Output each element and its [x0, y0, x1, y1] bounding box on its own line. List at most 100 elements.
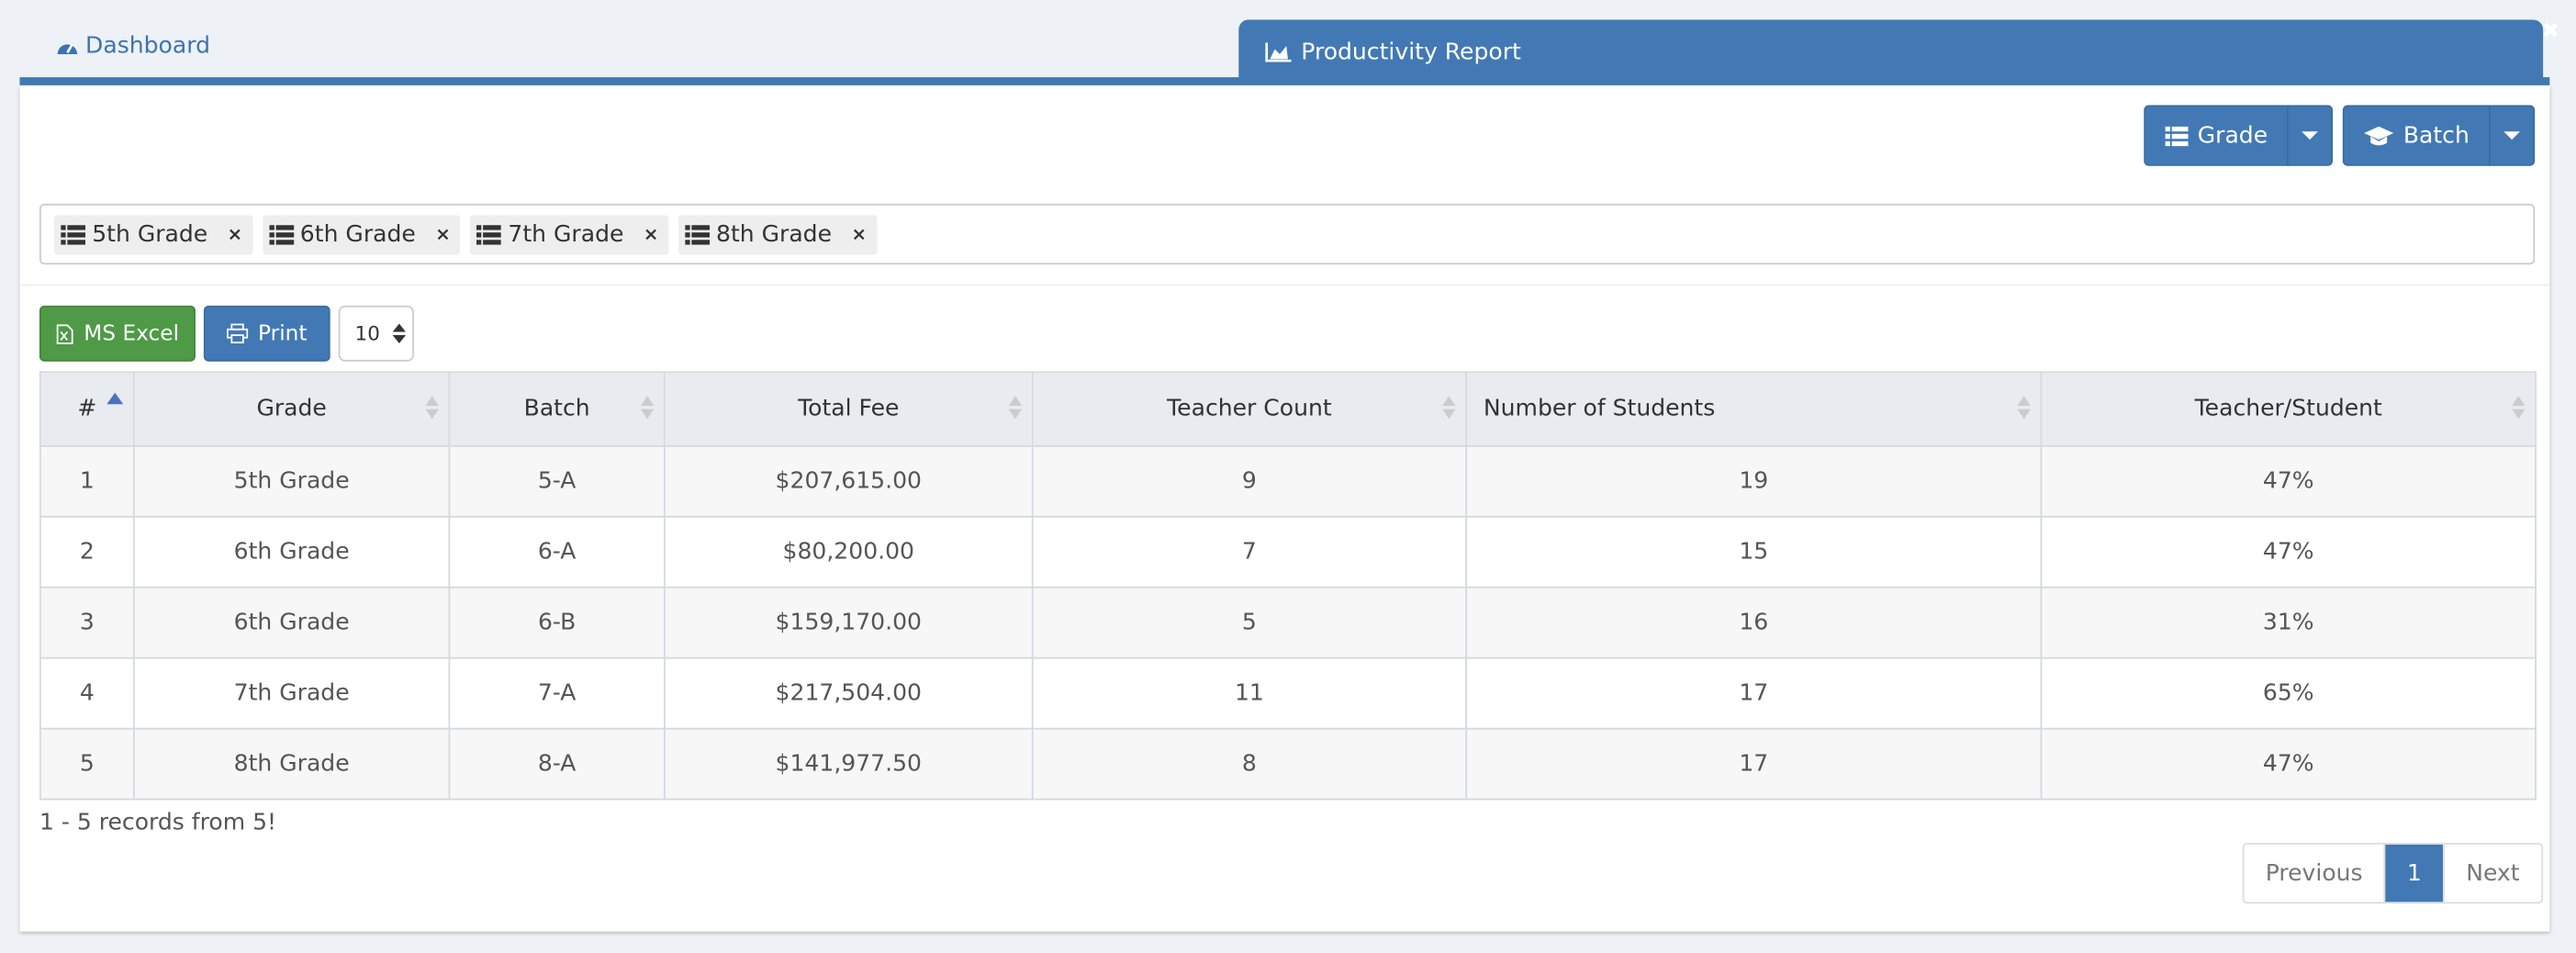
table-cell: 8-A [448, 727, 666, 801]
tag-label: 7th Grade [508, 220, 624, 248]
table-cell: 5 [39, 727, 135, 801]
button-label: Grade [2197, 122, 2268, 149]
table-cell: 47% [2040, 515, 2537, 589]
tag-label: 5th Grade [92, 220, 208, 248]
table-cell: $141,977.50 [663, 727, 1034, 801]
table-cell: 2 [39, 515, 135, 589]
filter-input[interactable]: 5th Grade × 6th Grade × 7th Grade × 8th Grade × [39, 203, 2536, 265]
table-cell: 47% [2040, 444, 2537, 518]
table-cell: 9 [1031, 444, 1468, 518]
button-label: Batch [2402, 122, 2470, 149]
table-cell: 17 [1465, 727, 2043, 801]
grade-dropdown[interactable] [2286, 105, 2334, 166]
list-icon [268, 224, 294, 244]
excel-icon [56, 323, 73, 344]
table-cell: 3 [39, 586, 135, 659]
table-cell: 17 [1465, 656, 2043, 730]
cap-icon [2363, 125, 2394, 145]
sort-icon [425, 396, 439, 420]
batch-button[interactable]: Batch [2342, 105, 2491, 166]
table-cell: 31% [2040, 586, 2537, 659]
batch-dropdown[interactable] [2489, 105, 2536, 166]
print-button[interactable]: Print [203, 305, 330, 362]
table-cell: 4 [39, 656, 135, 730]
table-cell: 7-A [448, 656, 666, 730]
column-header[interactable]: # [39, 371, 135, 447]
table-cell: 16 [1465, 586, 2043, 659]
table-row: 4 7th Grade 7-A $217,504.00 11 17 65% [39, 656, 2537, 730]
print-icon [227, 323, 249, 344]
list-icon [684, 224, 710, 244]
table-cell: $80,200.00 [663, 515, 1034, 589]
filter-tag: 7th Grade × [470, 214, 669, 254]
column-header[interactable]: Teacher Count [1031, 371, 1468, 447]
filter-tag: 5th Grade × [54, 214, 252, 254]
header-label: Grade [256, 396, 327, 422]
close-tab[interactable]: ✖ [2541, 19, 2560, 45]
table-cell: 65% [2040, 656, 2537, 730]
column-header[interactable]: Grade [132, 371, 451, 447]
dashboard-tab[interactable]: Dashboard [56, 32, 211, 60]
separator [19, 284, 2550, 286]
table-row: 1 5th Grade 5-A $207,615.00 9 19 47% [39, 444, 2537, 518]
tag-remove[interactable]: × [643, 223, 659, 245]
table-cell: 6th Grade [132, 586, 451, 659]
select-arrows [392, 323, 407, 344]
button-label: MS Excel [84, 320, 180, 346]
header-label: Batch [523, 396, 590, 422]
table-body: 1 5th Grade 5-A $207,615.00 9 19 47% 2 6th Grade… [39, 444, 2537, 801]
table-cell: 8 [1031, 727, 1468, 801]
table-cell: 5th Grade [132, 444, 451, 518]
table-cell: 6th Grade [132, 515, 451, 589]
sort-icon [2017, 396, 2031, 420]
pagination: Previous 1 Next [2242, 843, 2543, 904]
caret [2503, 130, 2521, 140]
tag-remove[interactable]: × [851, 223, 867, 245]
column-header[interactable]: Teacher/Student [2040, 371, 2537, 447]
caret [2302, 130, 2318, 140]
list-icon [2164, 125, 2188, 146]
table-cell: 7 [1031, 515, 1468, 589]
sort-icon [1442, 396, 1456, 420]
column-header[interactable]: Batch [448, 371, 666, 447]
sort-asc [106, 392, 124, 405]
button-label: Print [258, 320, 308, 346]
column-header[interactable]: Total Fee [663, 371, 1034, 447]
tag-label: 8th Grade [715, 220, 832, 248]
grade-button[interactable]: Grade [2144, 105, 2289, 166]
table-row: 2 6th Grade 6-A $80,200.00 7 15 47% [39, 515, 2537, 589]
tag-remove[interactable]: × [227, 223, 243, 245]
page-button[interactable]: Previous [2265, 859, 2363, 887]
list-icon [61, 224, 86, 244]
page-button[interactable]: Next [2443, 844, 2541, 903]
filter-tag: 8th Grade × [678, 214, 877, 254]
tag-label: 6th Grade [299, 220, 416, 248]
table-cell: 6-B [448, 586, 666, 659]
header-label: Teacher/Student [2194, 396, 2382, 422]
header-label: Total Fee [798, 396, 900, 422]
table-cell: $217,504.00 [663, 656, 1034, 730]
filter-tag: 6th Grade × [262, 214, 461, 254]
header-row: # Grade Batch Total Fee Teacher Count Number … [39, 371, 2537, 447]
records-info: 1 - 5 records from 5! [39, 810, 277, 836]
list-icon [476, 224, 502, 244]
active-tab[interactable]: Productivity Report [1238, 19, 2544, 86]
excel-button[interactable]: MS Excel [39, 305, 196, 362]
dashboard-icon [57, 43, 78, 55]
table-cell: 8th Grade [132, 727, 451, 801]
report-table: # Grade Batch Total Fee Teacher Count Number … [39, 371, 2537, 801]
sort-icon [640, 396, 655, 420]
table-cell: 6-A [448, 515, 666, 589]
page-button[interactable]: 1 [2383, 844, 2444, 903]
tab-label: Dashboard [85, 32, 211, 60]
table-cell: $207,615.00 [663, 444, 1034, 518]
sort-icon [1008, 396, 1023, 420]
table-cell: 19 [1465, 444, 2043, 518]
tag-remove[interactable]: × [435, 223, 451, 245]
page-size-select[interactable]: 10 [338, 305, 414, 362]
table-cell: 15 [1465, 515, 2043, 589]
table-row: 5 8th Grade 8-A $141,977.50 8 17 47% [39, 727, 2537, 801]
column-header[interactable]: Number of Students [1465, 371, 2043, 447]
